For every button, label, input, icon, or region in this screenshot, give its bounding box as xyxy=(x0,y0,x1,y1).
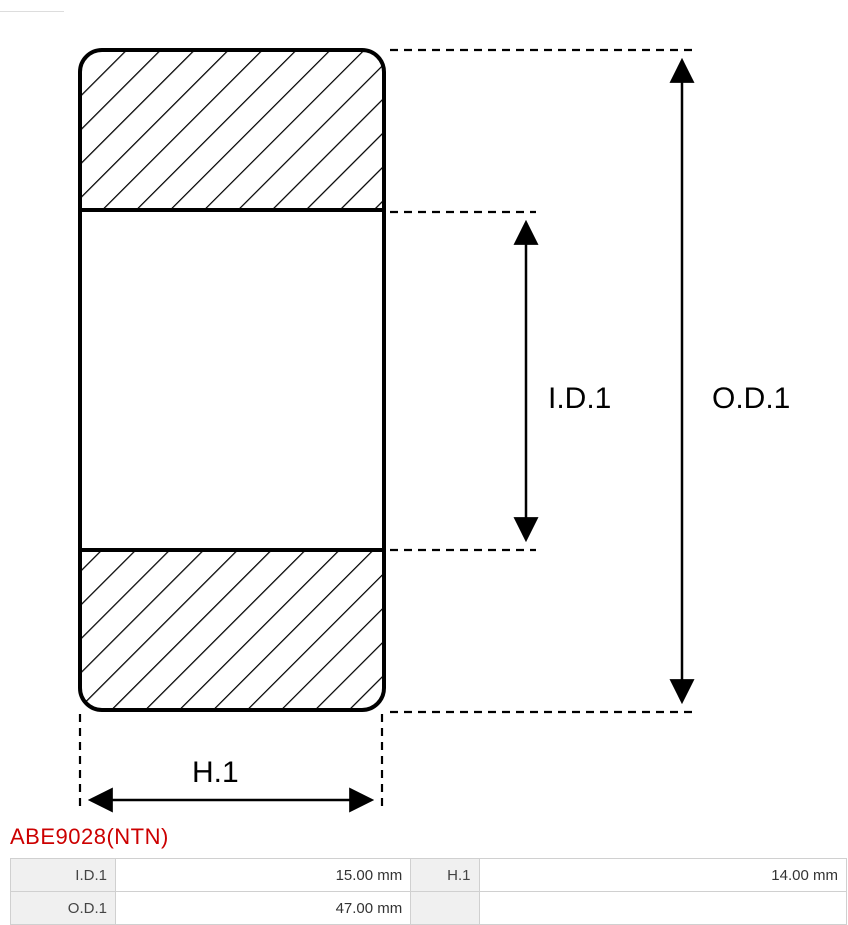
spec-value: 15.00 mm xyxy=(115,859,410,892)
label-od: O.D.1 xyxy=(712,382,790,416)
spec-key: I.D.1 xyxy=(11,859,116,892)
spec-value xyxy=(479,892,847,925)
top-fragment xyxy=(0,0,64,12)
label-h: H.1 xyxy=(192,756,239,790)
spec-value: 47.00 mm xyxy=(115,892,410,925)
table-row: I.D.1 15.00 mm H.1 14.00 mm xyxy=(11,859,847,892)
part-number-title: ABE9028(NTN) xyxy=(10,824,848,850)
label-id: I.D.1 xyxy=(548,382,611,416)
page: O.D.1 I.D.1 H.1 ABE9028(NTN) I.D.1 15.00… xyxy=(0,0,848,925)
spec-key: H.1 xyxy=(411,859,479,892)
spec-key xyxy=(411,892,479,925)
table-row: O.D.1 47.00 mm xyxy=(11,892,847,925)
spec-key: O.D.1 xyxy=(11,892,116,925)
diagram-svg xyxy=(10,30,838,820)
bearing-cross-section-diagram: O.D.1 I.D.1 H.1 xyxy=(10,30,838,820)
spec-value: 14.00 mm xyxy=(479,859,847,892)
spec-table: I.D.1 15.00 mm H.1 14.00 mm O.D.1 47.00 … xyxy=(10,858,847,925)
